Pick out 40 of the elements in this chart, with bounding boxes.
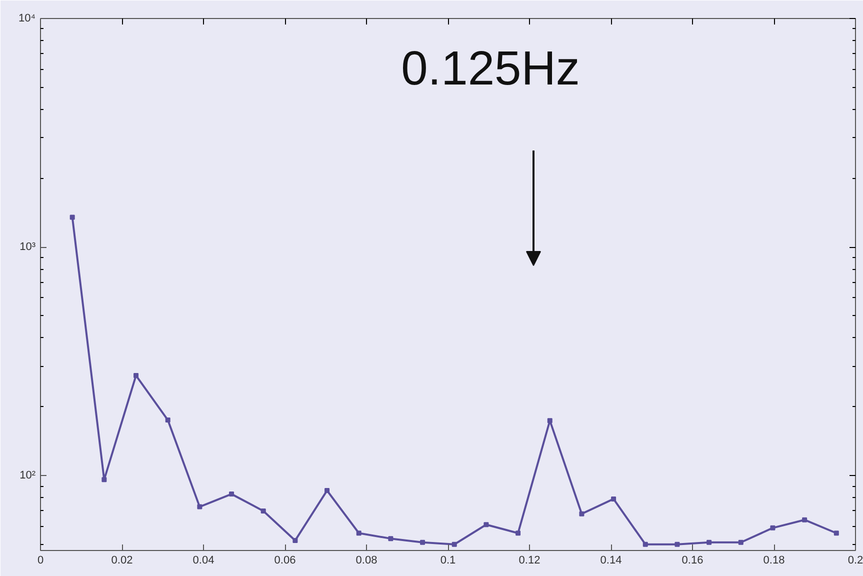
point: [706, 540, 712, 545]
x-tick-label: 0.2: [848, 554, 863, 566]
point: [292, 538, 298, 543]
x-tick-label: 0: [37, 554, 44, 566]
point: [70, 214, 75, 220]
point: [102, 477, 107, 482]
point: [834, 530, 839, 536]
point: [452, 542, 457, 547]
point: [770, 525, 776, 530]
x-tick-label: 0.16: [682, 554, 704, 566]
x-tick-label: 0.1: [440, 554, 456, 566]
point: [165, 418, 170, 423]
point: [802, 517, 808, 522]
x-tick-label: 0.18: [763, 554, 785, 566]
point: [388, 536, 394, 542]
point: [356, 530, 362, 536]
point: [674, 542, 680, 547]
x-tick-label: 0.08: [356, 554, 378, 566]
point: [642, 542, 648, 547]
point: [260, 508, 266, 514]
x-tick-label: 0.04: [192, 554, 214, 566]
x-tick-label: 0.14: [600, 554, 622, 566]
point: [229, 492, 234, 497]
point: [324, 488, 330, 494]
point: [516, 530, 521, 536]
y-tick-label: 10⁴: [18, 12, 36, 24]
annotation: 0.125Hz: [401, 42, 580, 96]
point: [738, 540, 744, 545]
point: [611, 496, 616, 502]
point: [579, 511, 584, 516]
point: [197, 504, 202, 510]
y-tick-label: 10³: [20, 241, 36, 254]
x-tick-label: 0.06: [274, 554, 296, 566]
point: [484, 522, 489, 528]
x-tick-label: 0.02: [111, 554, 133, 566]
x-tick-label: 0.12: [518, 554, 540, 566]
point: [547, 418, 552, 424]
point: [420, 540, 426, 545]
point: [134, 373, 139, 378]
y-tick-label: 10²: [20, 470, 36, 482]
